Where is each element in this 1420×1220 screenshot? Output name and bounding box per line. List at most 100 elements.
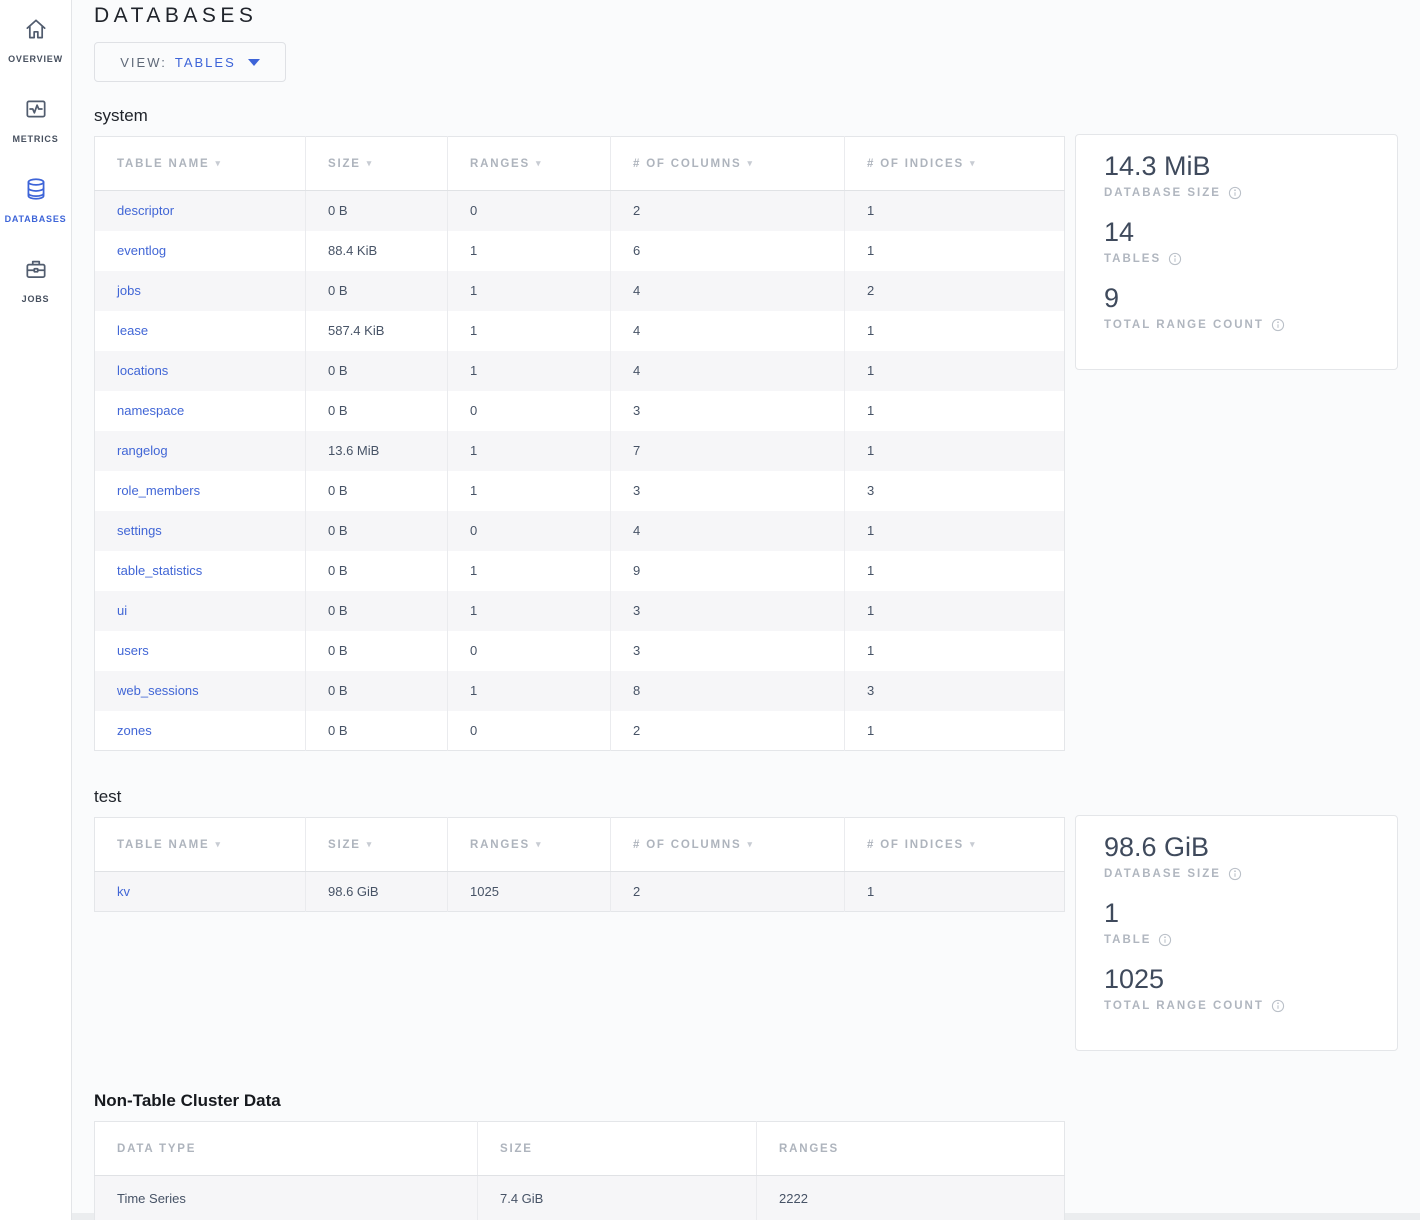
table-cell: 6	[610, 230, 845, 271]
table-cell: 3	[610, 630, 845, 671]
table-cell: 0 B	[305, 390, 448, 431]
column-header-table-name[interactable]: TABLE NAME ▾	[94, 817, 306, 872]
tables-count-label: TABLES	[1104, 252, 1397, 266]
chevron-down-icon	[247, 58, 260, 66]
column-header-size[interactable]: SIZE ▾	[305, 136, 448, 191]
view-selector-dropdown[interactable]: VIEW: TABLES	[94, 42, 286, 82]
table-cell: 0 B	[305, 630, 448, 671]
table-name-link[interactable]: web_sessions	[117, 683, 199, 698]
table-cell: 1	[447, 270, 611, 311]
column-header-data-type: DATA TYPE	[94, 1121, 478, 1176]
sidebar-item-label: METRICS	[12, 134, 59, 144]
table-name-link[interactable]: jobs	[117, 283, 141, 298]
column-header-ranges[interactable]: RANGES ▾	[447, 817, 611, 872]
table-name-link[interactable]: locations	[117, 363, 169, 378]
table-name-cell: table_statistics	[94, 550, 306, 591]
range-count-label: TOTAL RANGE COUNT	[1104, 999, 1397, 1013]
table-cell: 0	[447, 390, 611, 431]
table-name-link[interactable]: rangelog	[117, 443, 168, 458]
sidebar-nav: OVERVIEW METRICS DATABASES JOBS	[0, 0, 72, 1220]
table-name-link[interactable]: users	[117, 643, 149, 658]
sidebar-item-jobs[interactable]: JOBS	[0, 248, 71, 328]
range-count-stat: 9 TOTAL RANGE COUNT	[1104, 283, 1397, 332]
table-cell: 2	[844, 270, 1065, 311]
table-name-link[interactable]: eventlog	[117, 243, 167, 258]
table-cell: 1	[867, 722, 875, 738]
table-cell: 4	[610, 510, 845, 551]
home-icon	[23, 16, 49, 47]
table-name-cell: web_sessions	[94, 670, 306, 711]
table-header-row: TABLE NAME ▾ SIZE ▾ RANGES ▾ # OF COLUMNS ▾ # OF…	[94, 817, 1065, 872]
table-name-cell: users	[94, 630, 306, 671]
info-icon[interactable]	[1271, 318, 1285, 332]
column-header-of-indices[interactable]: # OF INDICES ▾	[844, 136, 1065, 191]
sort-caret-icon: ▾	[536, 157, 543, 168]
column-header-of-columns[interactable]: # OF COLUMNS ▾	[610, 817, 845, 872]
tables-count-value: 1	[1104, 898, 1120, 929]
table-cell: 2	[610, 710, 845, 751]
test-summary-card: 98.6 GiB DATABASE SIZE 1 TABLE	[1075, 815, 1398, 1051]
table-cell: 0 B	[305, 470, 448, 511]
table-cell: 0 B	[305, 510, 448, 551]
info-icon[interactable]	[1158, 933, 1172, 947]
sort-caret-icon: ▾	[366, 157, 374, 168]
table-cell: 1	[844, 430, 1065, 471]
sort-caret-icon: ▾	[366, 838, 374, 849]
system-summary-card: 14.3 MiB DATABASE SIZE 14 TABLES	[1075, 134, 1398, 370]
sidebar-item-databases[interactable]: DATABASES	[0, 168, 71, 248]
table-header-row: TABLE NAME ▾ SIZE ▾ RANGES ▾ # OF COLUMNS ▾ # OF…	[94, 136, 1065, 191]
table-cell: 1	[844, 871, 1065, 912]
range-count-value: 9	[1104, 283, 1120, 314]
info-icon[interactable]	[1271, 999, 1285, 1013]
database-name-heading: system	[94, 106, 148, 125]
sidebar-item-label: OVERVIEW	[8, 54, 63, 64]
column-header-of-indices[interactable]: # OF INDICES ▾	[844, 817, 1065, 872]
table-header-row: DATA TYPE SIZE RANGES	[94, 1121, 1065, 1176]
info-icon[interactable]	[1228, 867, 1242, 881]
test-tables-table: TABLE NAME ▾ SIZE ▾ RANGES ▾ # OF COLUMNS ▾ # OF…	[94, 817, 1065, 912]
table-name-link[interactable]: lease	[117, 323, 149, 338]
table-cell: 0 B	[305, 670, 448, 711]
column-header-ranges[interactable]: RANGES ▾	[447, 136, 611, 191]
table-cell: 2222	[756, 1175, 1065, 1220]
table-name-cell: settings	[94, 510, 306, 551]
table-name-link[interactable]: kv	[117, 884, 130, 899]
table-cell: 0 B	[305, 590, 448, 631]
sort-caret-icon: ▾	[970, 157, 977, 168]
table-cell: 98.6 GiB	[305, 871, 448, 912]
table-name-link[interactable]: settings	[117, 523, 162, 538]
column-header-of-columns[interactable]: # OF COLUMNS ▾	[610, 136, 845, 191]
table-name-cell: descriptor	[94, 190, 306, 231]
info-icon[interactable]	[1168, 252, 1182, 266]
column-header-table-name[interactable]: TABLE NAME ▾	[94, 136, 306, 191]
sidebar-item-label: DATABASES	[4, 214, 67, 224]
test-database-section: TABLE NAME ▾ SIZE ▾ RANGES ▾ # OF COLUMNS ▾ # OF…	[94, 815, 1420, 1056]
column-header-size[interactable]: SIZE ▾	[305, 817, 448, 872]
table-name-link[interactable]: table_statistics	[117, 563, 203, 578]
table-name-link[interactable]: descriptor	[117, 203, 175, 219]
table-name-link[interactable]: zones	[117, 722, 152, 738]
table-name-cell: kv	[94, 871, 306, 912]
range-count-value: 1025	[1104, 964, 1165, 995]
database-size-label: DATABASE SIZE	[1104, 186, 1397, 200]
table-row: kv 98.6 GiB 1025 2 1	[94, 871, 1065, 912]
table-name-link[interactable]: role_members	[117, 483, 201, 498]
table-name-link[interactable]: ui	[117, 603, 128, 618]
sort-caret-icon: ▾	[215, 157, 222, 168]
column-header-size: SIZE	[477, 1121, 757, 1176]
table-cell: 1	[844, 590, 1065, 631]
sidebar-item-label: JOBS	[21, 294, 50, 304]
table-cell: 7	[610, 430, 845, 471]
metrics-icon	[23, 96, 49, 127]
info-icon[interactable]	[1228, 186, 1242, 200]
table-cell: 3	[610, 390, 845, 431]
sidebar-item-metrics[interactable]: METRICS	[0, 88, 71, 168]
table-cell: 0	[447, 510, 611, 551]
table-cell: 1	[867, 563, 875, 578]
table-name-link[interactable]: namespace	[117, 403, 185, 418]
table-cell: 2	[610, 190, 845, 231]
sidebar-item-overview[interactable]: OVERVIEW	[0, 8, 71, 88]
